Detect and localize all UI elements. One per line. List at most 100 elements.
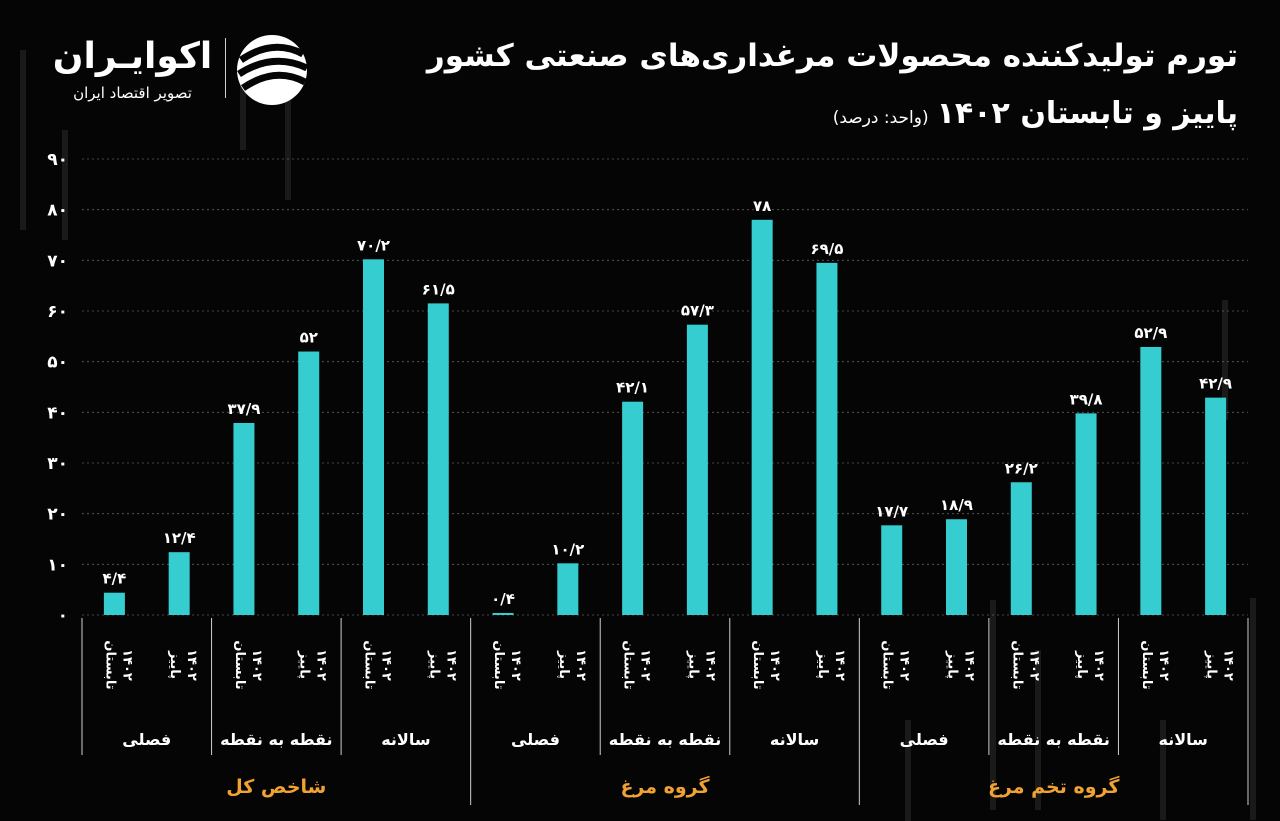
y-tick-label: ۱۰ (47, 555, 68, 575)
bar-value-label: ۵۷/۳ (681, 302, 714, 320)
bar (1075, 413, 1097, 615)
background-candle (1222, 300, 1228, 420)
bar-value-label: ۶۹/۵ (810, 240, 843, 258)
bar-value-label: ۳۷/۹ (227, 400, 260, 418)
background-candle (240, 60, 246, 150)
y-tick-label: ۲۰ (47, 505, 68, 525)
bar (363, 259, 384, 615)
x-period-label: پاییز (556, 650, 571, 679)
chart-subtitle: پاییز و تابستان ۱۴۰۲ (واحد: درصد) (833, 96, 1238, 131)
bar (686, 324, 708, 615)
x-axis-period-labels: تابستان ۱۴۰۲ پاییز ۱۴۰۲ تابستان ۱۴۰۲ پاییز ۱۴۰۲… (102, 640, 1235, 689)
bar (816, 262, 838, 615)
y-tick-label: ۳۰ (47, 454, 68, 474)
x-period-label: تابستان (491, 640, 506, 689)
x-group-label: گروه مرغ (620, 775, 710, 798)
bar-value-label: ۴/۴ (102, 570, 126, 588)
x-period-label: تابستان (621, 640, 636, 689)
x-period-year: ۱۴۰۲ (508, 649, 523, 681)
bar (168, 552, 190, 615)
chart-gridlines (82, 158, 1248, 616)
x-period-label: تابستان (102, 640, 117, 689)
background-candle (905, 720, 911, 821)
x-subgroup-label: فصلی (511, 730, 560, 749)
bar-value-label: ۰/۴ (491, 590, 515, 608)
x-period-label: تابستان (362, 640, 377, 689)
x-period-year: ۱۴۰۲ (314, 649, 329, 681)
y-tick-label: ۵۰ (47, 353, 68, 373)
x-subgroup-label: سالانه (1159, 730, 1208, 749)
background-candle (62, 130, 68, 240)
bar-value-label: ۷۸ (753, 197, 771, 215)
x-period-year: ۱۴۰۲ (1156, 649, 1171, 681)
bar (881, 525, 903, 615)
x-period-label: پاییز (297, 650, 312, 679)
bar (298, 351, 320, 615)
x-period-label: تابستان (1009, 640, 1024, 689)
bar (557, 563, 579, 615)
bar (1140, 346, 1162, 615)
x-axis-group-labels: شاخص کل گروه مرغ گروه تخم مرغ (226, 775, 1120, 798)
y-axis-tick-labels: ۰ ۱۰ ۲۰ ۳۰ ۴۰ ۵۰ ۶۰ ۷۰ ۸۰ ۹۰ (47, 150, 68, 626)
x-period-year: ۱۴۰۲ (573, 649, 588, 681)
background-candle (20, 50, 26, 230)
bar (622, 401, 644, 615)
x-period-label: پاییز (685, 650, 700, 679)
bar (751, 219, 773, 616)
bar (233, 422, 255, 615)
x-period-year: ۱۴۰۲ (119, 649, 134, 681)
x-subgroup-label: فصلی (122, 730, 171, 749)
x-period-year: ۱۴۰۲ (962, 649, 977, 681)
x-period-label: تابستان (750, 640, 765, 689)
background-decoration (20, 40, 1256, 821)
x-period-label: پاییز (945, 650, 960, 679)
bar (1010, 482, 1032, 615)
bar-value-label: ۲۶/۲ (1005, 459, 1038, 477)
unit-note: (واحد: درصد) (832, 108, 929, 128)
bar-value-label: ۱۰/۲ (551, 540, 584, 558)
brand-tagline: تصویر اقتصاد ایران (73, 84, 192, 102)
background-candle (1160, 720, 1166, 820)
background-candle (990, 600, 996, 810)
x-period-label: پاییز (1204, 650, 1219, 679)
bar (427, 303, 449, 615)
chart-title: تورم تولیدکننده محصولات مرغداری‌های صنعت… (426, 38, 1238, 74)
x-group-label: گروه تخم مرغ (988, 775, 1120, 798)
x-period-year: ۱۴۰۲ (249, 649, 264, 681)
x-subgroup-label: نقطه به نقطه (220, 730, 332, 749)
y-tick-label: ۴۰ (47, 403, 68, 423)
x-axis-subgroup-labels: فصلی نقطه به نقطه سالانه فصلی نقطه به نقطه سا… (122, 730, 1208, 749)
brand-divider (225, 38, 226, 98)
bar (492, 612, 514, 615)
x-period-year: ۱۴۰۲ (702, 649, 717, 681)
x-period-label: پاییز (426, 650, 441, 679)
x-period-year: ۱۴۰۲ (832, 649, 847, 681)
bar (946, 519, 967, 615)
y-tick-label: ۶۰ (47, 302, 68, 322)
background-candle (285, 40, 291, 200)
x-subgroup-label: فصلی (900, 730, 949, 749)
brand-name: اکوایـران (52, 36, 213, 77)
bar (1205, 397, 1227, 615)
x-subgroup-label: سالانه (381, 730, 430, 749)
x-period-label: تابستان (1139, 640, 1154, 689)
x-period-year: ۱۴۰۲ (767, 649, 782, 681)
x-period-label: پاییز (1074, 650, 1089, 679)
bar-value-label: ۷۰/۲ (357, 236, 390, 254)
subtitle-period: پاییز و تابستان ۱۴۰۲ (936, 96, 1238, 131)
x-period-label: پاییز (167, 650, 182, 679)
x-subgroup-label: سالانه (770, 730, 819, 749)
bar-series (103, 219, 1227, 616)
x-period-year: ۱۴۰۲ (638, 649, 653, 681)
x-subgroup-label: نقطه به نقطه (609, 730, 721, 749)
x-axis-separators (81, 618, 1249, 805)
bar-value-label: ۱۸/۹ (940, 496, 973, 514)
x-period-label: پاییز (815, 650, 830, 679)
x-period-year: ۱۴۰۲ (1091, 649, 1106, 681)
y-tick-label: ۸۰ (47, 201, 68, 221)
bar-value-label: ۱۷/۷ (875, 502, 908, 520)
background-candle (1250, 598, 1256, 820)
x-period-year: ۱۴۰۲ (1026, 649, 1041, 681)
bar-value-label: ۵۲/۹ (1134, 324, 1167, 342)
bar-value-label: ۱۲/۴ (163, 529, 196, 547)
